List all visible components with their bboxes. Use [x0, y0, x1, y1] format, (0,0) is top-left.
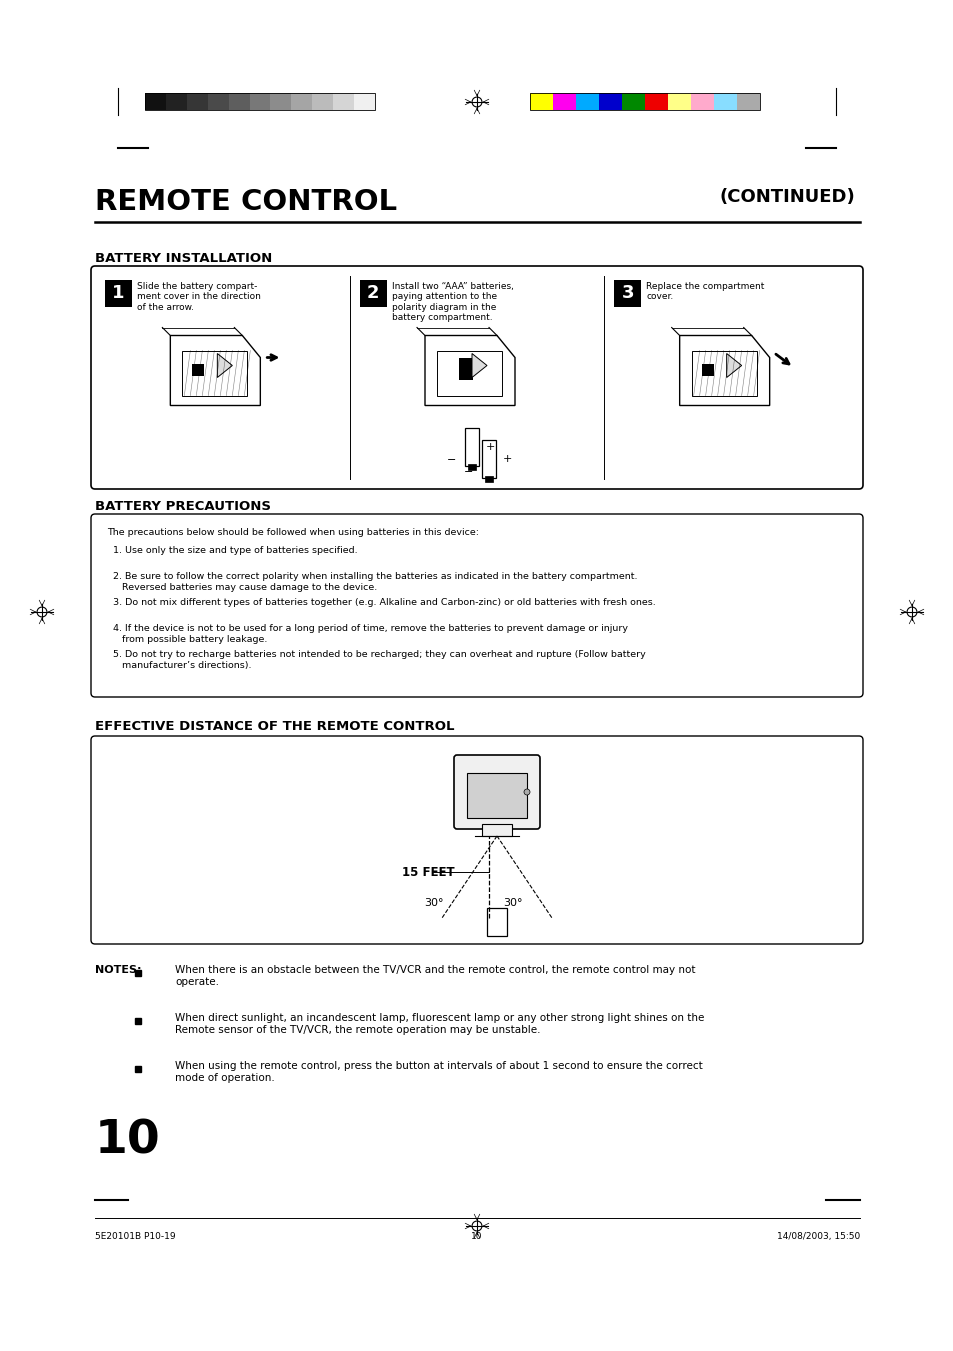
Bar [166, 93, 187, 109]
FancyBboxPatch shape [454, 755, 539, 830]
Text: 5. Do not try to recharge batteries not intended to be recharged; they can overh: 5. Do not try to recharge batteries not … [112, 650, 645, 670]
Bar [690, 93, 713, 109]
Text: 4. If the device is not to be used for a long period of time, remove the batteri: 4. If the device is not to be used for a… [112, 624, 627, 644]
Text: BATTERY PRECAUTIONS: BATTERY PRECAUTIONS [95, 500, 271, 513]
Bar [621, 93, 644, 109]
Text: 30°: 30° [502, 898, 522, 908]
Bar [312, 93, 333, 109]
Text: (CONTINUED): (CONTINUED) [720, 188, 855, 205]
Bar [468, 463, 476, 470]
Bar [145, 93, 375, 109]
Text: 1: 1 [112, 285, 125, 303]
Text: When direct sunlight, an incandescent lamp, fluorescent lamp or any other strong: When direct sunlight, an incandescent la… [174, 1013, 703, 1035]
Text: 2. Be sure to follow the correct polarity when installing the batteries as indic: 2. Be sure to follow the correct polarit… [112, 571, 637, 592]
Bar [713, 93, 737, 109]
Text: −: − [446, 455, 456, 466]
Bar [553, 93, 576, 109]
Bar [576, 93, 598, 109]
FancyBboxPatch shape [91, 736, 862, 944]
Bar [530, 93, 553, 109]
Polygon shape [217, 354, 233, 377]
Bar [182, 350, 247, 396]
Bar [208, 93, 229, 109]
Text: Replace the compartment
cover.: Replace the compartment cover. [645, 282, 764, 301]
Bar [481, 824, 512, 836]
Text: +: + [502, 454, 512, 465]
Text: +: + [485, 443, 495, 453]
Text: 15 FEET: 15 FEET [401, 866, 455, 878]
Bar [145, 93, 166, 109]
Bar [598, 93, 621, 109]
Text: The precautions below should be followed when using batteries in this device:: The precautions below should be followed… [107, 528, 478, 536]
Text: NOTES:: NOTES: [95, 965, 141, 975]
Bar [250, 93, 270, 109]
Bar [436, 350, 501, 396]
Bar [270, 93, 291, 109]
Text: 3: 3 [621, 285, 634, 303]
Bar [187, 93, 208, 109]
Text: When there is an obstacle between the TV/VCR and the remote control, the remote : When there is an obstacle between the TV… [174, 965, 695, 988]
Text: Install two “AAA” batteries,
paying attention to the
polarity diagram in the
bat: Install two “AAA” batteries, paying atte… [392, 282, 513, 322]
Bar [458, 358, 473, 380]
Polygon shape [726, 354, 740, 377]
Text: BATTERY INSTALLATION: BATTERY INSTALLATION [95, 253, 272, 265]
Text: When using the remote control, press the button at intervals of about 1 second t: When using the remote control, press the… [174, 1061, 702, 1084]
Text: 5E20101B P10-19: 5E20101B P10-19 [95, 1232, 175, 1242]
Bar [481, 439, 496, 477]
Bar [229, 93, 250, 109]
Bar [464, 427, 478, 466]
Bar [691, 350, 756, 396]
Bar [614, 280, 640, 307]
Text: EFFECTIVE DISTANCE OF THE REMOTE CONTROL: EFFECTIVE DISTANCE OF THE REMOTE CONTROL [95, 720, 454, 734]
Bar [644, 93, 667, 109]
Bar [486, 908, 506, 936]
Text: 1. Use only the size and type of batteries specified.: 1. Use only the size and type of batteri… [112, 546, 357, 555]
Text: 2: 2 [367, 285, 379, 303]
Text: REMOTE CONTROL: REMOTE CONTROL [95, 188, 396, 216]
Bar [737, 93, 760, 109]
Text: Slide the battery compart-
ment cover in the direction
of the arrow.: Slide the battery compart- ment cover in… [137, 282, 260, 312]
FancyBboxPatch shape [91, 513, 862, 697]
Bar [193, 363, 204, 376]
Bar [667, 93, 690, 109]
Text: 10: 10 [95, 1119, 161, 1163]
Bar [484, 476, 493, 481]
Text: 10: 10 [471, 1232, 482, 1242]
Text: −: − [463, 467, 473, 477]
Polygon shape [472, 354, 486, 377]
Bar [105, 280, 132, 307]
Bar [700, 363, 713, 376]
FancyBboxPatch shape [91, 266, 862, 489]
Bar [359, 280, 386, 307]
Bar [354, 93, 375, 109]
Bar [291, 93, 312, 109]
Bar [530, 93, 760, 109]
Bar [333, 93, 354, 109]
Bar [467, 773, 526, 817]
Text: 30°: 30° [424, 898, 443, 908]
Circle shape [523, 789, 530, 794]
Text: 14/08/2003, 15:50: 14/08/2003, 15:50 [776, 1232, 859, 1242]
Text: 3. Do not mix different types of batteries together (e.g. Alkaline and Carbon-zi: 3. Do not mix different types of batteri… [112, 598, 655, 607]
